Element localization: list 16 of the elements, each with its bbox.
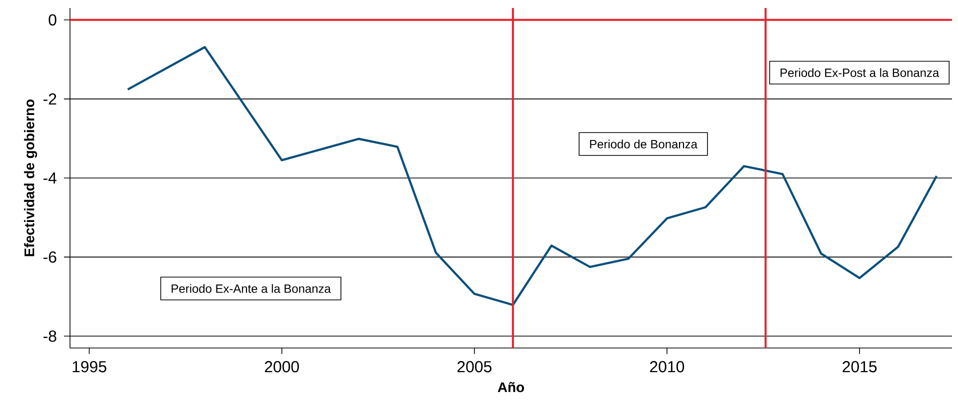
annotation: Periodo Ex-Post a la Bonanza (780, 68, 940, 78)
y-tick-label: -4 (44, 172, 57, 184)
y-axis-title: Efectividad de gobierno (24, 100, 38, 256)
x-tick-label: 2000 (264, 361, 299, 372)
x-tick-label: 2005 (457, 361, 492, 372)
x-axis-title: Año (498, 382, 524, 392)
y-tick-label: -6 (44, 251, 56, 263)
y-tick-label: -8 (44, 330, 56, 342)
annotation: Periodo Ex-Ante a la Bonanza (172, 284, 331, 293)
x-tick-label: 2015 (842, 361, 877, 372)
y-tick-label: 0 (48, 14, 56, 26)
x-tick-label: 1995 (72, 361, 106, 372)
x-tick-label: 2010 (650, 361, 684, 372)
line-series (126, 46, 938, 306)
y-tick-label: -2 (44, 93, 56, 104)
annotation: Periodo de Bonanza (590, 140, 698, 148)
